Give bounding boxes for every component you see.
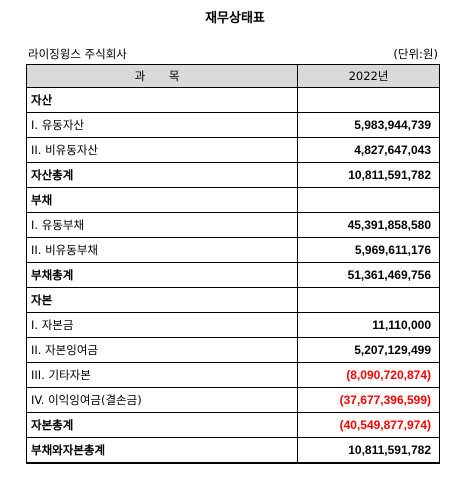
- row-label: 부채와자본총계: [26, 437, 298, 464]
- table-row: 자산총계 10,811,591,782: [26, 162, 440, 188]
- table-row: II. 자본잉여금 5,207,129,499: [26, 337, 440, 363]
- row-value: (40,549,877,974): [297, 412, 440, 438]
- row-label: I. 유동부채: [26, 212, 298, 238]
- row-label: I. 자본금: [26, 312, 298, 338]
- table-row: 부채총계 51,361,469,756: [26, 262, 440, 288]
- row-value: (8,090,720,874): [297, 362, 440, 388]
- row-value: [297, 287, 440, 313]
- table-row: I. 유동부채 45,391,858,580: [26, 212, 440, 238]
- row-label: I. 유동자산: [26, 112, 298, 138]
- table-row: 자본총계 (40,549,877,974): [26, 412, 440, 438]
- balance-sheet-table: 과 목 2022년 자산 I. 유동자산 5,983,944,739 II. 비…: [26, 64, 440, 464]
- table-row: I. 유동자산 5,983,944,739: [26, 112, 440, 138]
- row-value: 5,969,611,176: [297, 237, 440, 263]
- table-row: II. 비유동자산 4,827,647,043: [26, 137, 440, 163]
- row-value: (37,677,396,599): [297, 387, 440, 413]
- row-label: 자산총계: [26, 162, 298, 188]
- row-label: 자본총계: [26, 412, 298, 438]
- table-row: 부채와자본총계 10,811,591,782: [26, 437, 440, 464]
- table-row: 자산: [26, 87, 440, 113]
- row-label: II. 비유동자산: [26, 137, 298, 163]
- row-value: 45,391,858,580: [297, 212, 440, 238]
- row-label: II. 비유동부채: [26, 237, 298, 263]
- row-value: 11,110,000: [297, 312, 440, 338]
- row-label: 부채총계: [26, 262, 298, 288]
- row-value: [297, 87, 440, 113]
- table-row: 자본: [26, 287, 440, 313]
- unit-label: (단위:원): [393, 47, 438, 61]
- row-label: 자산: [26, 87, 298, 113]
- row-value: 10,811,591,782: [297, 162, 440, 188]
- column-header-item: 과 목: [26, 64, 298, 88]
- page-title: 재무상태표: [205, 11, 265, 26]
- row-value: 5,207,129,499: [297, 337, 440, 363]
- column-header-year: 2022년: [297, 64, 440, 88]
- row-label: III. 기타자본: [26, 362, 298, 388]
- row-value: 5,983,944,739: [297, 112, 440, 138]
- table-header-row: 과 목 2022년: [26, 64, 440, 88]
- table-row: 부채: [26, 187, 440, 213]
- row-value: 4,827,647,043: [297, 137, 440, 163]
- table-row: IV. 이익잉여금(결손금) (37,677,396,599): [26, 387, 440, 413]
- row-label: II. 자본잉여금: [26, 337, 298, 363]
- table-row: III. 기타자본 (8,090,720,874): [26, 362, 440, 388]
- row-value: 51,361,469,756: [297, 262, 440, 288]
- row-value: [297, 187, 440, 213]
- row-label: 자본: [26, 287, 298, 313]
- row-value: 10,811,591,782: [297, 437, 440, 464]
- table-row: I. 자본금 11,110,000: [26, 312, 440, 338]
- company-name: 라이징윙스 주식회사: [28, 47, 127, 61]
- table-row: II. 비유동부채 5,969,611,176: [26, 237, 440, 263]
- row-label: IV. 이익잉여금(결손금): [26, 387, 298, 413]
- row-label: 부채: [26, 187, 298, 213]
